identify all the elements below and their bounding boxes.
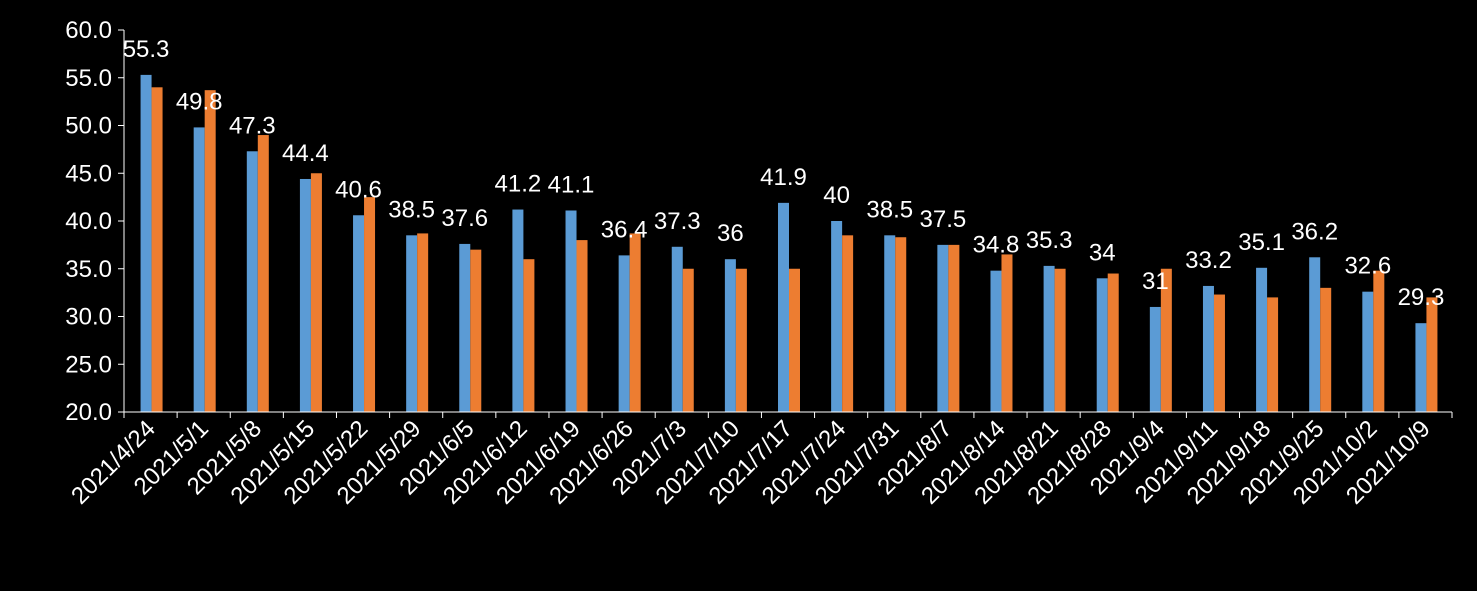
bar-series-2 — [735, 268, 747, 412]
bar-series-1 — [831, 221, 843, 412]
data-label: 34 — [1089, 239, 1116, 266]
bar-series-2 — [364, 197, 376, 412]
data-labels: 55.349.847.344.440.638.5 37.641.2 41.136.4… — [123, 36, 1445, 311]
bar-series-2 — [257, 135, 269, 413]
bar-series-2 — [1213, 294, 1225, 412]
bar-series-2 — [417, 233, 429, 412]
bar-series-1 — [618, 255, 630, 412]
data-label: 36.4 — [601, 216, 648, 243]
y-tick-label: 20.0 — [65, 399, 112, 426]
bar-series-1 — [1309, 257, 1321, 412]
bar-series-1 — [1415, 323, 1427, 412]
bar-series-1 — [406, 235, 418, 412]
bar-series-2 — [1267, 297, 1279, 412]
data-label: 55.3 — [123, 36, 170, 63]
bar-series-2 — [842, 235, 854, 412]
data-label: 36 — [717, 220, 744, 247]
bar-series-1 — [1202, 285, 1214, 412]
data-label: 41.9 — [760, 164, 807, 191]
bar-series-2 — [629, 233, 641, 412]
data-label: 37.6 — [441, 205, 488, 232]
data-label: 38.5 — [388, 196, 435, 223]
data-label: 35.1 — [1238, 229, 1285, 256]
data-label: 40.6 — [335, 176, 382, 203]
bar-series-1 — [1043, 265, 1055, 412]
bar-series-1 — [778, 202, 789, 412]
bar-series-2 — [1373, 270, 1385, 412]
y-tick-label: 55.0 — [65, 65, 112, 92]
bar-series-2 — [1426, 297, 1438, 412]
bar-series-1 — [459, 243, 471, 412]
bar-series-2 — [1054, 268, 1066, 412]
bar-series-2 — [523, 259, 535, 412]
data-label: 47.3 — [229, 112, 276, 139]
bar-series-1 — [1256, 267, 1268, 412]
data-label: 29.3 — [1398, 284, 1445, 311]
data-label: 35.3 — [1026, 227, 1073, 254]
bar-series-2 — [470, 249, 482, 412]
y-tick-label: 35.0 — [65, 256, 112, 283]
bar-series-2 — [1160, 268, 1172, 412]
bar-series-1 — [990, 270, 1002, 412]
data-label: 38.5 — [866, 196, 913, 223]
bars — [140, 74, 1438, 413]
bar-series-2 — [310, 173, 322, 412]
bar-series-1 — [299, 178, 311, 412]
bar-series-1 — [512, 209, 524, 412]
data-label: 36.2 — [1291, 218, 1338, 245]
data-label: 31 — [1142, 268, 1169, 295]
bar-series-2 — [682, 268, 694, 412]
bar-series-2 — [948, 244, 960, 412]
data-label: 40 — [823, 182, 850, 209]
data-label: 41.2 — [495, 171, 542, 198]
bar-series-2 — [895, 237, 907, 412]
data-label: 41.1 — [548, 171, 595, 198]
bar-series-1 — [1096, 278, 1108, 412]
y-axis: 20.0 25.0 30.0 35.0 40.0 45.0 50.0 55.0 60.0 — [65, 17, 125, 426]
bar-series-1 — [246, 151, 258, 412]
bar-series-1 — [1362, 291, 1374, 412]
bar-series-1 — [193, 127, 205, 412]
y-tick-label: 45.0 — [65, 160, 112, 187]
bar-series-1 — [140, 74, 152, 412]
y-tick-label: 50.0 — [65, 113, 112, 140]
bar-series-1 — [724, 259, 736, 412]
bar-series-1 — [937, 244, 949, 412]
data-label: 37.3 — [654, 208, 701, 235]
bar-series-1 — [353, 215, 365, 412]
y-tick-label: 60.0 — [65, 17, 112, 44]
y-tick-label: 30.0 — [65, 304, 112, 331]
data-label: 49.8 — [176, 88, 223, 115]
data-label: 37.5 — [920, 206, 967, 233]
y-tick-label: 40.0 — [65, 208, 112, 235]
bar-series-2 — [204, 90, 216, 412]
bar-series-2 — [1001, 254, 1013, 412]
bar-series-2 — [1107, 273, 1119, 412]
bar-series-2 — [789, 268, 800, 412]
bar-series-1 — [1149, 306, 1161, 412]
bar-series-2 — [1320, 287, 1332, 412]
x-axis: 2021/4/242021/5/12021/5/82021/5/152021/5… — [66, 411, 1453, 510]
data-label: 33.2 — [1185, 247, 1232, 274]
bar-series-2 — [576, 240, 588, 412]
bar-series-1 — [671, 246, 683, 412]
data-label: 44.4 — [282, 140, 329, 167]
data-label: 32.6 — [1344, 253, 1391, 280]
data-label: 34.8 — [973, 232, 1020, 259]
bar-series-1 — [565, 210, 577, 412]
y-tick-label: 25.0 — [65, 351, 112, 378]
bar-series-2 — [151, 87, 163, 413]
bar-series-1 — [884, 235, 896, 412]
